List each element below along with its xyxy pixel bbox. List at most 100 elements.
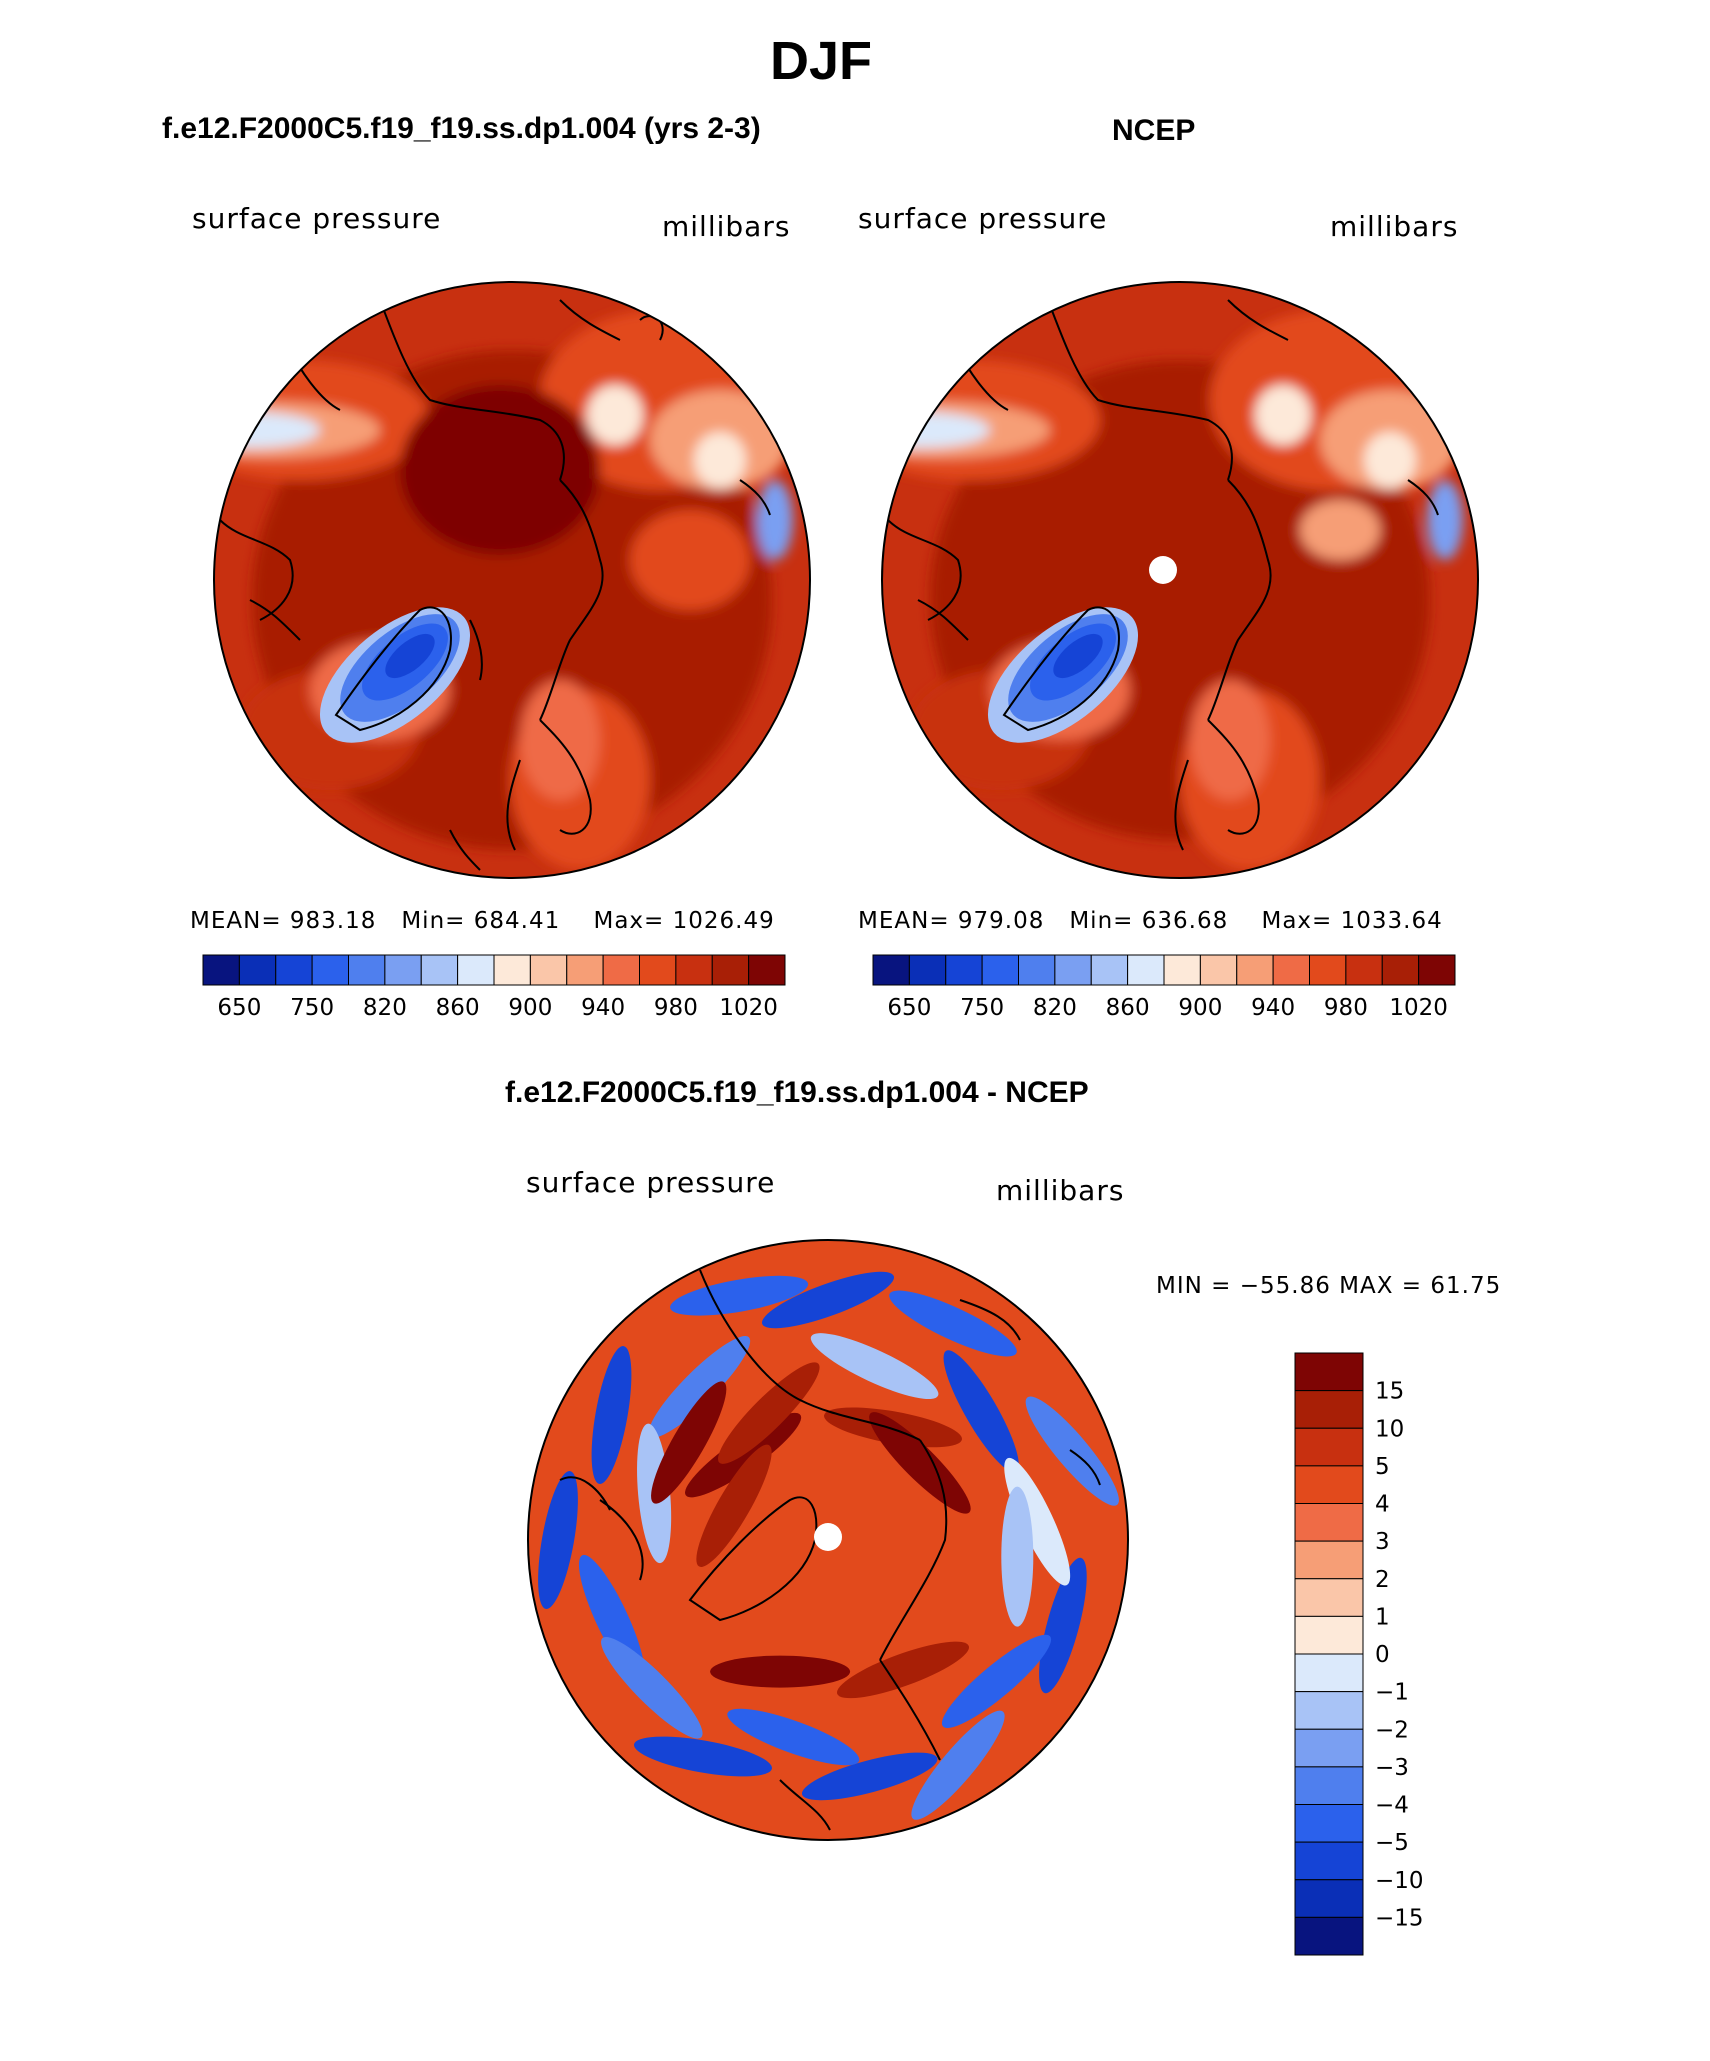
difference-anomaly [634,1736,772,1777]
colorbar-box [1294,1540,1364,1580]
colorbar-tick-label: 4 [1375,1492,1390,1518]
colorbar-tick-label: 820 [1033,995,1077,1021]
colorbar-box [1418,954,1456,986]
panel2-mean-value: 979.08 [957,908,1045,934]
difference-anomaly [1001,1486,1034,1627]
colorbar-tick-label: 5 [1375,1454,1390,1480]
colorbar-box [1294,1578,1364,1617]
panel1-mean-label: MEAN= [190,908,282,934]
difference-anomaly [1039,1557,1087,1694]
difference-anomaly [601,1637,703,1739]
colorbar-box [1294,1352,1364,1392]
colorbar-tick-label: 900 [508,995,552,1021]
panel2-stats: MEAN= 979.08 Min= 636.68 Max= 1033.64 [858,908,1443,934]
colorbar-box [529,954,568,986]
panel3-variable-label: surface pressure [526,1166,776,1199]
difference-anomaly [869,1412,971,1514]
colorbar-tick-label: 2 [1375,1567,1390,1593]
panel2-colorbar: 650 750 820 860 900 940 980 1020 [872,954,1456,1021]
colorbar-box [1199,954,1238,986]
colorbar-tick-label: 980 [654,995,698,1021]
colorbar-box [1018,954,1056,986]
colorbar-tick-label: 900 [1178,995,1222,1021]
panel2-min-label: Min= [1069,908,1134,934]
colorbar-tick-label: 1020 [1389,995,1448,1021]
panel3-stats: MIN = −55.86 MAX = 61.75 [1156,1273,1502,1299]
colorbar-box [1294,1653,1364,1693]
colorbar-tick-label: 650 [887,995,931,1021]
colorbar-box [1294,1427,1364,1467]
colorbar-box [675,954,713,986]
colorbar-box [711,954,750,986]
panel1-stats: MEAN= 983.18 Min= 684.41 Max= 1026.49 [190,908,775,934]
colorbar-box [420,954,459,986]
colorbar-box [1294,1879,1364,1918]
colorbar-tick-label: 0 [1375,1642,1390,1668]
colorbar-tick-label: 15 [1375,1379,1404,1405]
difference-anomaly [670,1275,809,1316]
colorbar-tick-label: 650 [217,995,261,1021]
panel2-variable-label: surface pressure [858,202,1108,235]
panel1-min-label: Min= [401,908,466,934]
colorbar-box [1163,954,1201,986]
panel1-title: f.e12.F2000C5.f19_f19.ss.dp1.004 (yrs 2-… [162,112,761,145]
panel1-map [213,281,811,879]
colorbar-tick-label: −10 [1375,1868,1424,1894]
colorbar-box [908,954,947,986]
panel2-max-label: Max= [1261,908,1333,934]
difference-anomaly [648,1336,751,1438]
colorbar-box [1054,954,1092,986]
colorbar-box [1309,954,1347,986]
colorbar-tick-label: −4 [1375,1793,1409,1819]
difference-anomaly [710,1655,851,1688]
colorbar-box [1294,1766,1364,1805]
colorbar-box [566,954,604,986]
colorbar-box [457,954,495,986]
difference-anomaly [801,1752,938,1801]
difference-anomaly [591,1346,632,1484]
panel3-units-label: millibars [996,1174,1125,1207]
panel1-variable-label: surface pressure [192,202,442,235]
colorbar-box [348,954,386,986]
colorbar-box [1345,954,1383,986]
colorbar-box [1090,954,1129,986]
colorbar-box [1294,1503,1364,1542]
colorbar-box [493,954,531,986]
colorbar-box [311,954,349,986]
colorbar-tick-label: 860 [436,995,480,1021]
panel1-units-label: millibars [662,210,791,243]
panel2-mean-label: MEAN= [858,908,950,934]
panel1-min-value: 684.41 [473,908,561,934]
panel3-map [527,1239,1129,1841]
colorbar-box [1294,1916,1364,1956]
difference-anomaly [727,1708,860,1766]
colorbar-tick-label: 860 [1106,995,1150,1021]
difference-anomaly [810,1333,939,1400]
colorbar-tick-label: 750 [960,995,1004,1021]
difference-anomaly [538,1471,578,1609]
colorbar-box [872,954,910,986]
colorbar-box [1294,1465,1364,1504]
colorbar-tick-label: 980 [1324,995,1368,1021]
difference-anomaly [943,1350,1019,1473]
page-title: DJF [769,31,872,91]
colorbar-box [1294,1728,1364,1768]
difference-anomaly [718,1362,820,1464]
colorbar-tick-label: 1020 [719,995,778,1021]
colorbar-tick-label: 940 [1251,995,1295,1021]
panel1-max-value: 1026.49 [672,908,775,934]
difference-anomaly [911,1710,1005,1820]
colorbar-tick-label: −1 [1375,1680,1409,1706]
colorbar-box [1272,954,1310,986]
colorbar-tick-label: 3 [1375,1529,1390,1555]
colorbar-tick-label: 1 [1375,1604,1390,1630]
colorbar-box [748,954,786,986]
panel2-title: NCEP [1112,114,1196,147]
colorbar-tick-label: 940 [581,995,625,1021]
colorbar-tick-label: 820 [363,995,407,1021]
panel1-mean-value: 983.18 [289,908,377,934]
colorbar-box [602,954,640,986]
difference-anomaly [941,1634,1052,1729]
